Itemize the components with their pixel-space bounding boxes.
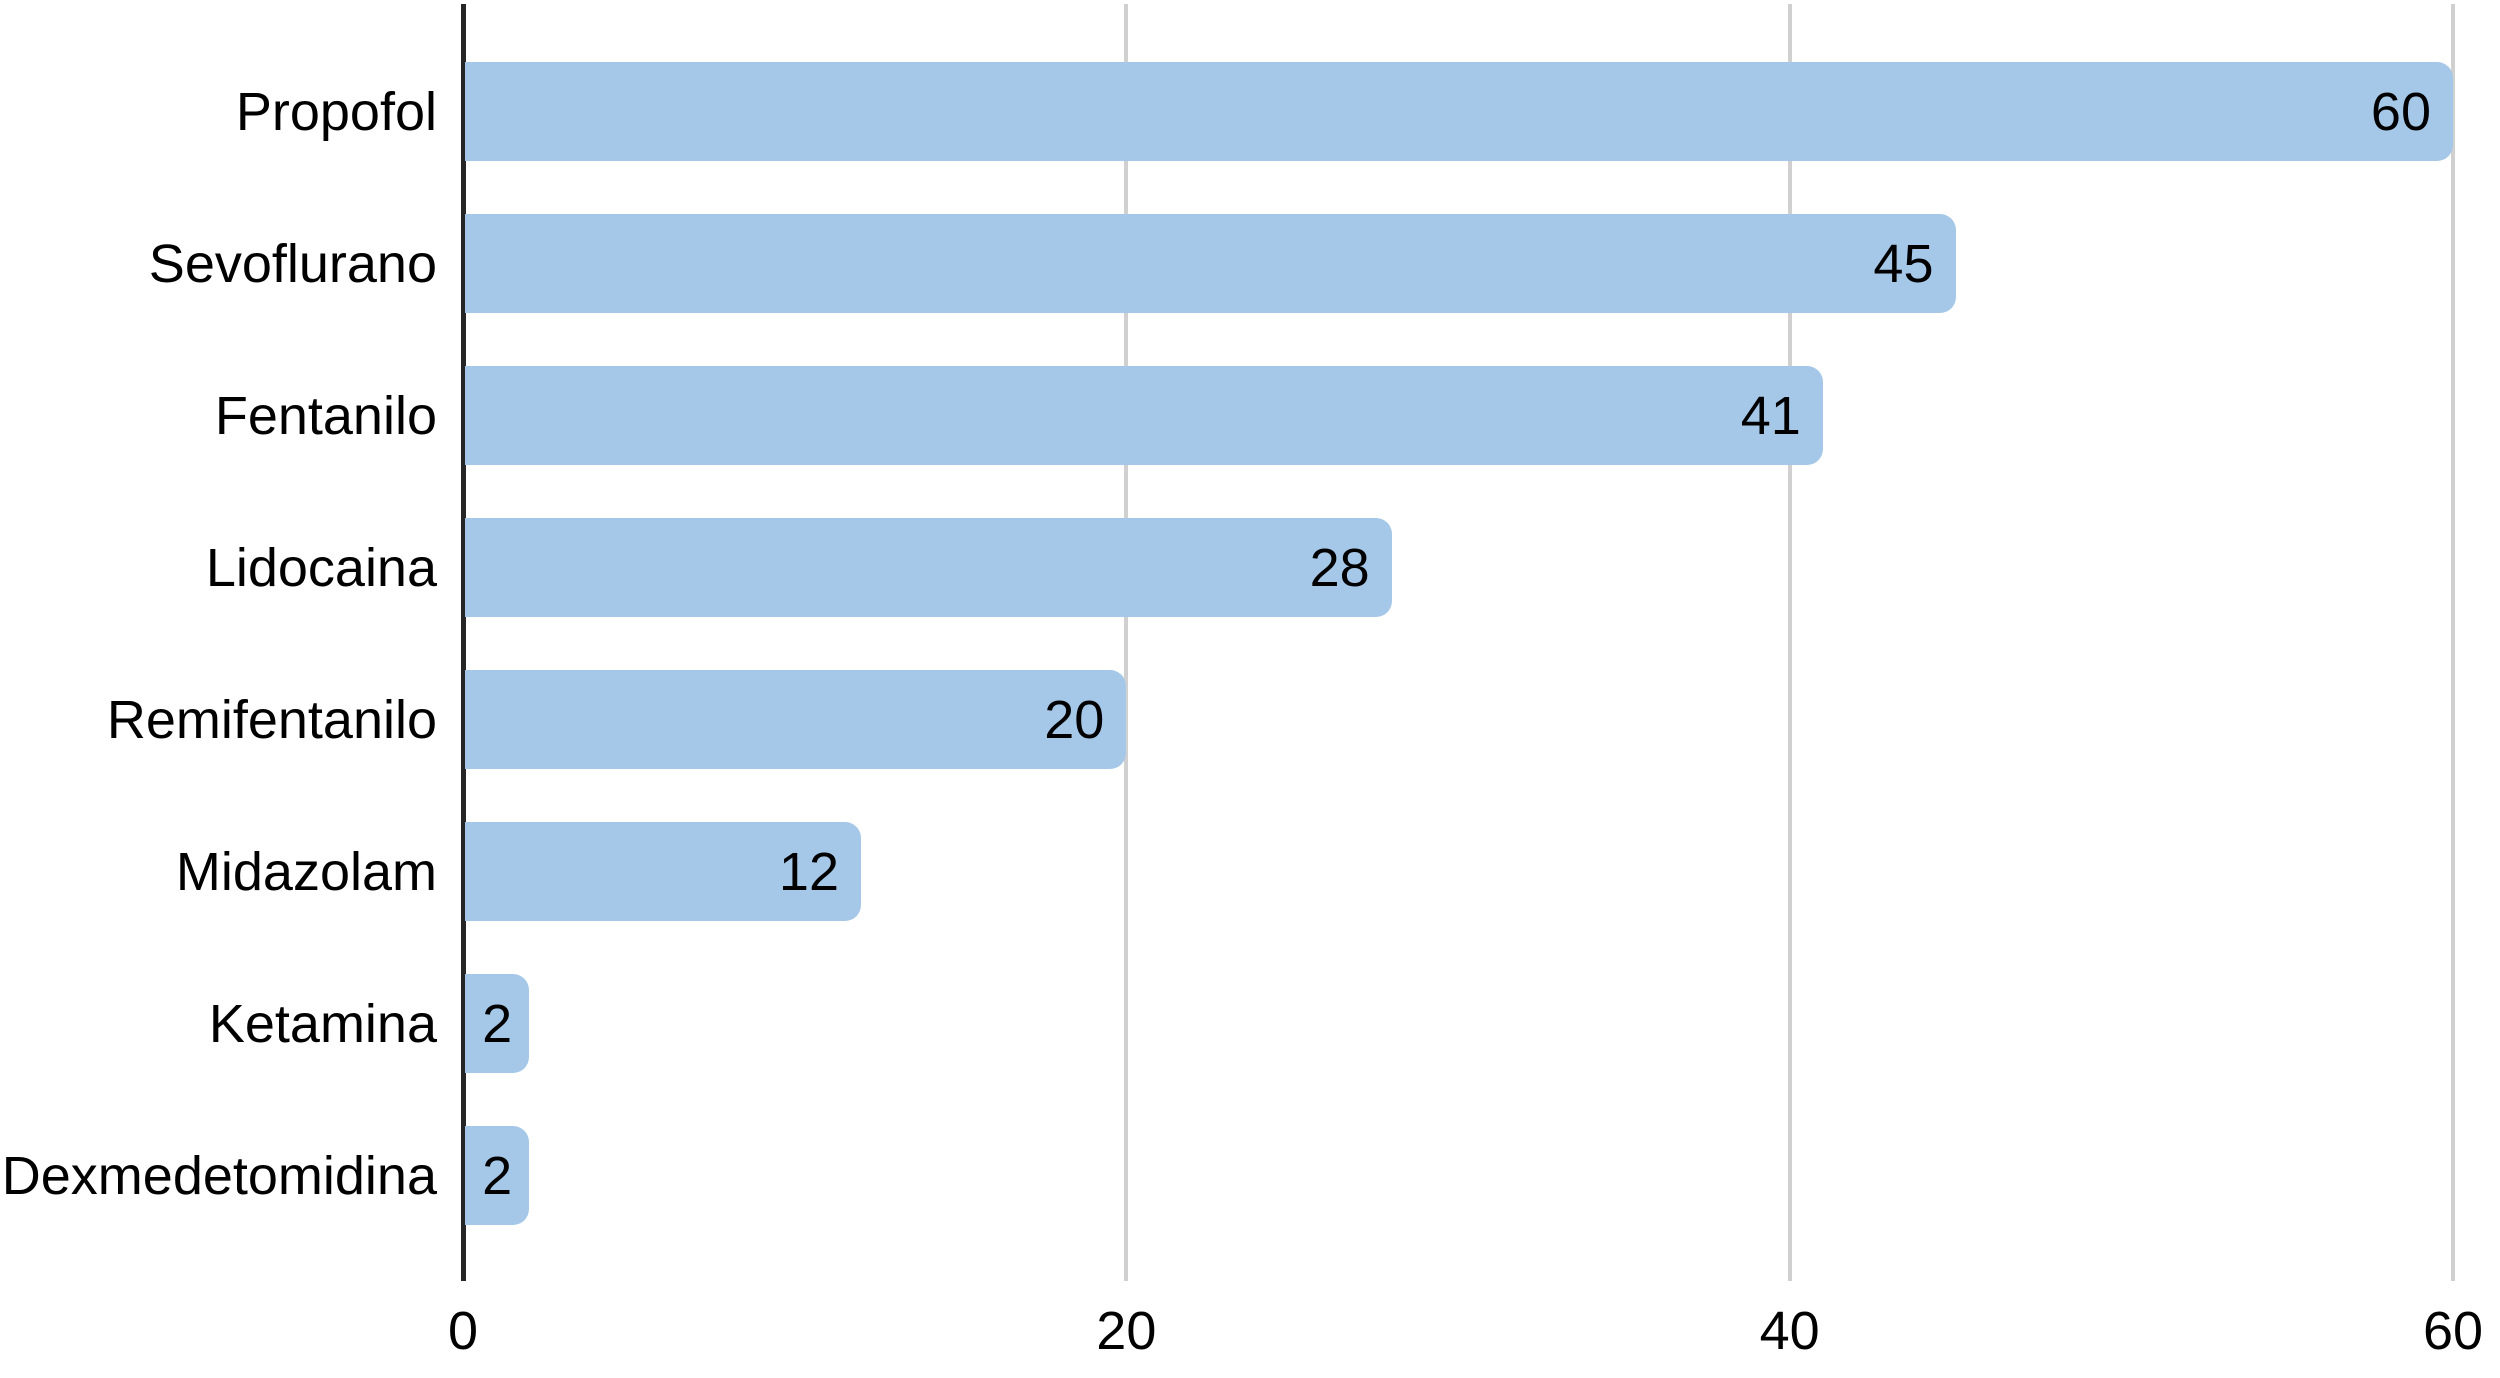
value-label: 28 bbox=[1309, 537, 1370, 598]
y-axis-line bbox=[461, 4, 466, 1281]
bar: 2 bbox=[465, 1126, 530, 1225]
value-label: 20 bbox=[1044, 689, 1105, 750]
bar: 45 bbox=[465, 214, 1956, 313]
bar: 2 bbox=[465, 974, 530, 1073]
value-label: 12 bbox=[778, 841, 839, 902]
category-label: Remifentanilo bbox=[106, 689, 437, 750]
value-label: 2 bbox=[482, 1145, 513, 1206]
value-label: 2 bbox=[482, 993, 513, 1054]
value-label: 45 bbox=[1873, 233, 1934, 294]
category-label: Ketamina bbox=[208, 993, 437, 1054]
bar: 41 bbox=[465, 366, 1823, 465]
gridline-x-60 bbox=[2451, 4, 2455, 1281]
value-label: 41 bbox=[1740, 385, 1801, 446]
category-label: Fentanilo bbox=[214, 385, 437, 446]
x-axis-tick-label: 20 bbox=[1096, 1301, 1157, 1361]
category-label: Midazolam bbox=[175, 841, 437, 902]
category-label: Propofol bbox=[235, 81, 437, 142]
bar: 12 bbox=[465, 822, 861, 921]
value-label: 60 bbox=[2370, 81, 2431, 142]
bar: 60 bbox=[465, 62, 2453, 161]
gridline-x-20 bbox=[1124, 4, 1129, 1281]
category-label: Dexmedetomidina bbox=[1, 1145, 437, 1206]
gridline-x-40 bbox=[1787, 4, 1792, 1281]
bar: 20 bbox=[465, 670, 1127, 769]
category-label: Lidocaina bbox=[205, 537, 437, 598]
bar: 28 bbox=[465, 518, 1392, 617]
x-axis-tick-label: 0 bbox=[447, 1301, 479, 1361]
x-axis-tick-label: 60 bbox=[2422, 1301, 2484, 1361]
category-label: Sevoflurano bbox=[148, 233, 437, 294]
x-axis-tick-label: 40 bbox=[1759, 1301, 1820, 1361]
